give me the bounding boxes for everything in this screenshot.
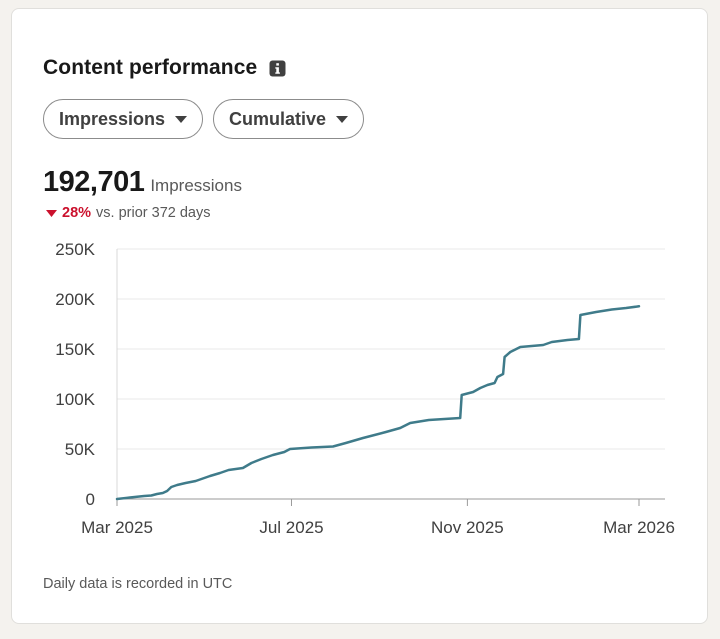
mode-dropdown[interactable]: Cumulative: [213, 99, 365, 139]
series: [115, 305, 641, 501]
metric-dropdown[interactable]: Impressions: [43, 99, 204, 139]
axes: [116, 249, 665, 506]
caret-down-icon: [336, 115, 349, 123]
total-value: 192,701: [43, 166, 145, 198]
x-tick-label: Jul 2025: [259, 518, 323, 537]
y-tick-label: 0: [86, 490, 95, 509]
y-tick-label: 100K: [55, 390, 95, 409]
change-percent: 28%: [62, 205, 92, 221]
mode-dropdown-label: Cumulative: [229, 108, 327, 129]
y-tick-label: 150K: [55, 340, 95, 359]
card-header: Content performance: [43, 56, 286, 80]
y-tick-label: 200K: [55, 290, 95, 309]
x-tick-label: Nov 2025: [431, 518, 504, 537]
x-tick-label: Mar 2026: [603, 518, 675, 537]
change-indicator: 28% vs. prior 372 days: [46, 205, 210, 221]
change-text: vs. prior 372 days: [96, 205, 211, 221]
caret-down-icon: [175, 115, 188, 123]
metric-dropdown-label: Impressions: [59, 108, 166, 129]
total-metric: 192,701 Impressions: [43, 166, 242, 199]
content-performance-card: Content performance Impressions Cumulati…: [11, 8, 708, 624]
tick-labels: 0 50K 100K 150K 200K 250K Mar 2025 Jul 2025 Nov …: [55, 240, 675, 537]
footer-note: Daily data is recorded in UTC: [43, 576, 233, 592]
y-tick-label: 250K: [55, 240, 95, 259]
y-tick-label: 50K: [65, 440, 96, 459]
impressions-line-chart: 0 50K 100K 150K 200K 250K Mar 2025 Jul 2025 Nov …: [55, 240, 675, 537]
impressions-series-line: [115, 305, 641, 501]
card-title: Content performance: [43, 56, 258, 79]
info-icon[interactable]: [269, 60, 286, 77]
triangle-down-icon: [46, 209, 57, 217]
total-label: Impressions: [150, 176, 242, 195]
grid-lines: [117, 248, 665, 450]
x-tick-label: Mar 2025: [81, 518, 153, 537]
